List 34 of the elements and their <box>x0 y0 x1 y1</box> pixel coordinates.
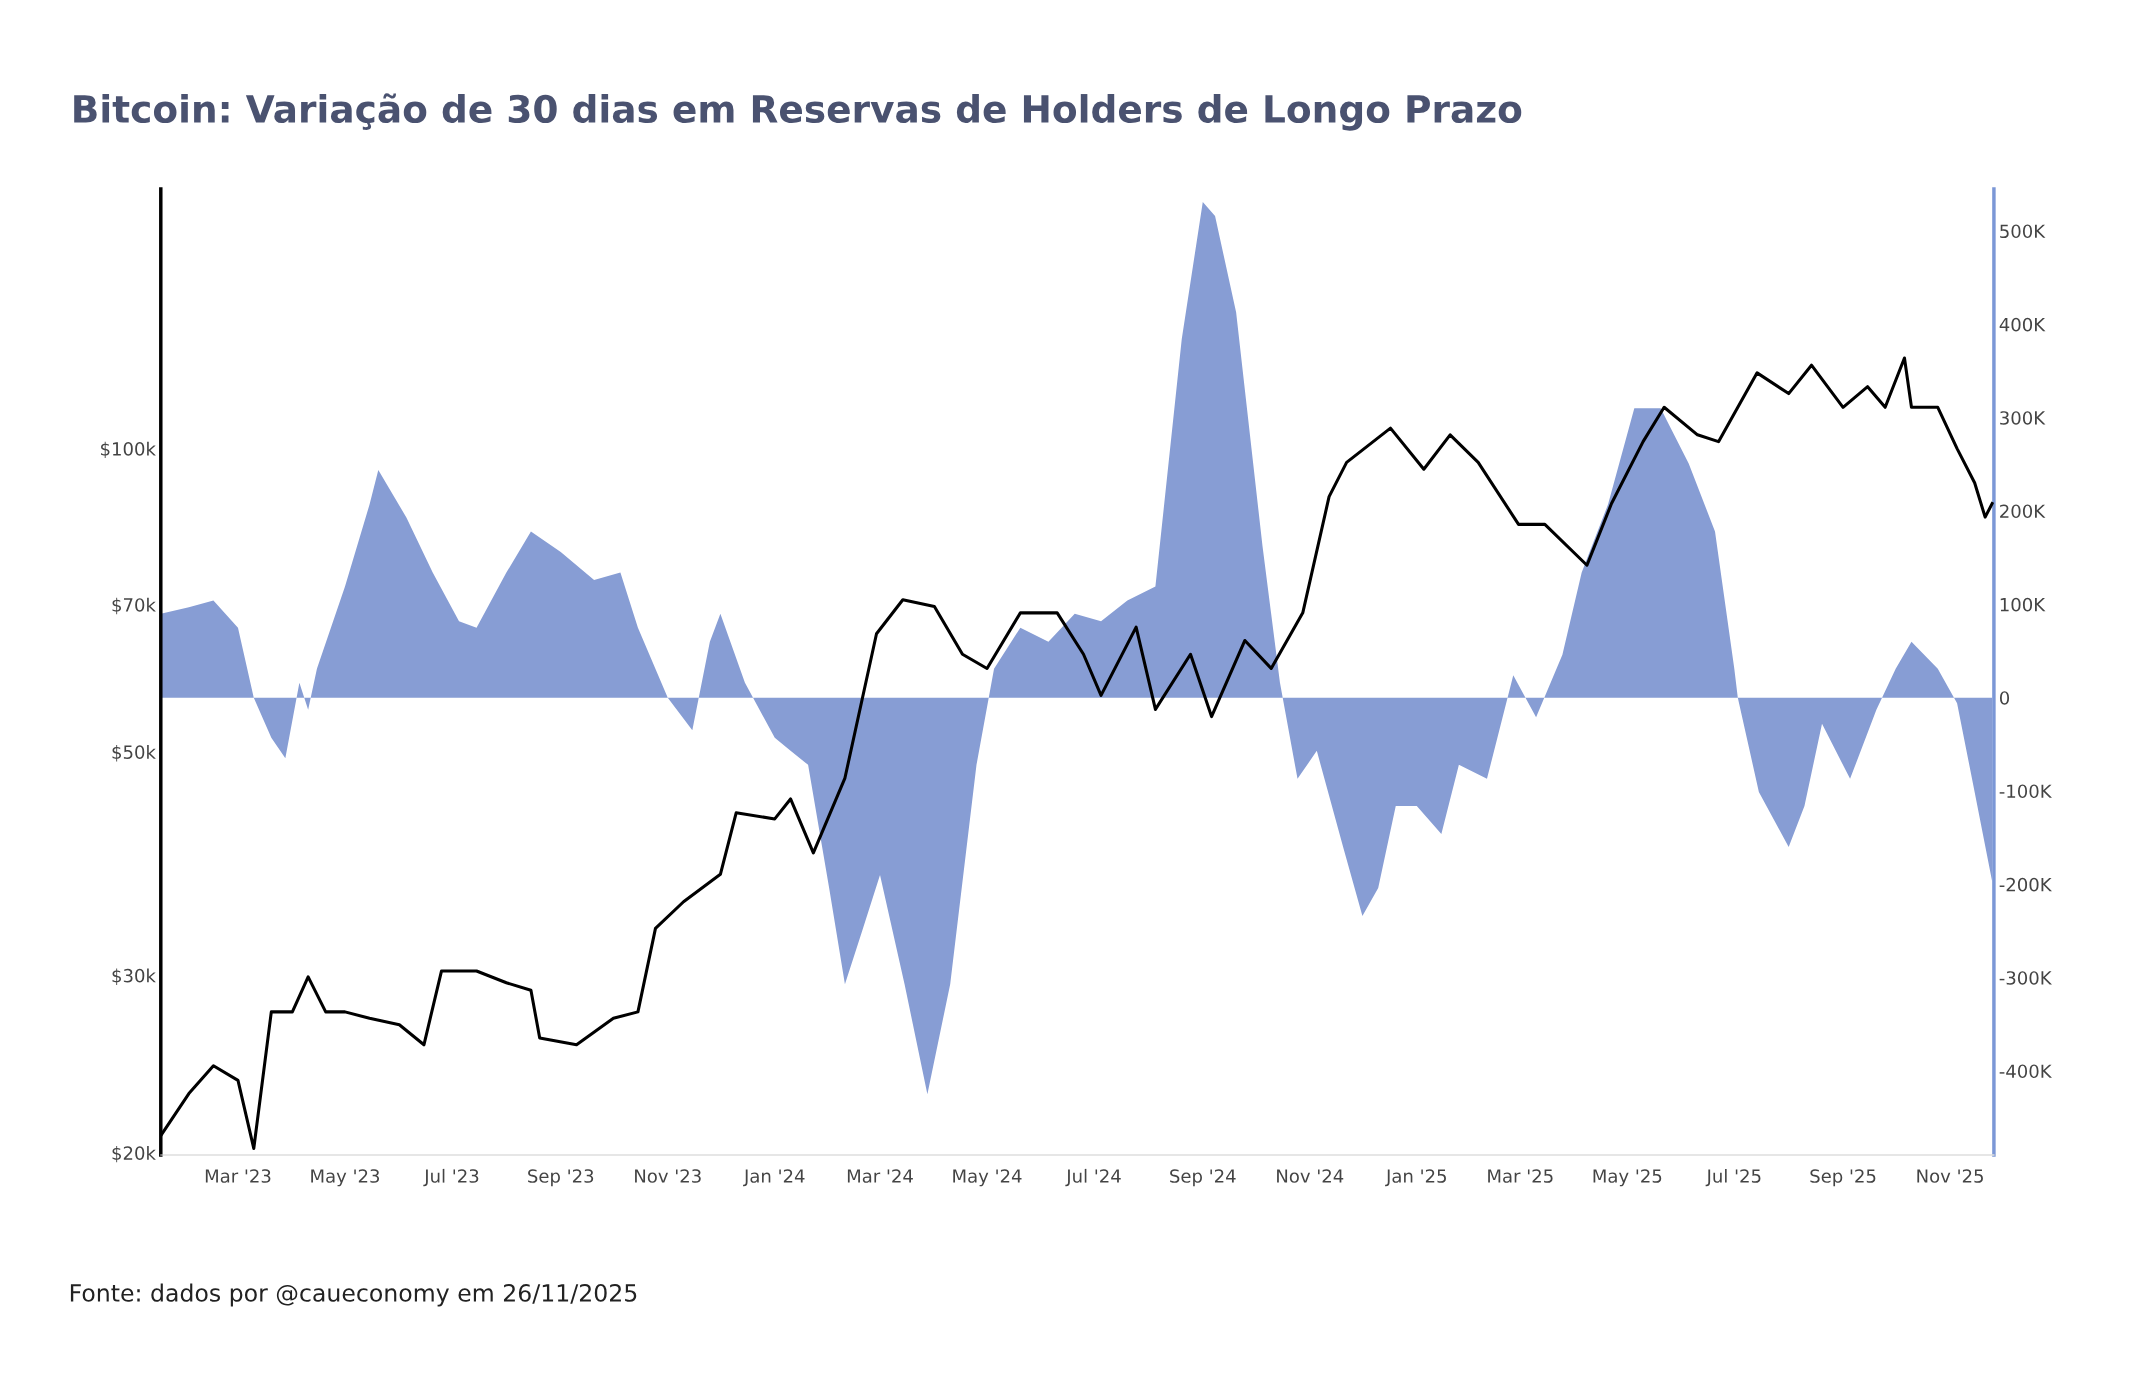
y2-tick-label: 200K <box>2000 504 2046 519</box>
y-tick-label: $20k <box>112 1145 156 1163</box>
y2-tick-label: 400K <box>1999 317 2046 332</box>
y2-tick-label: 100K <box>2000 597 2046 612</box>
x-tick-label: Mar '24 <box>847 1169 913 1183</box>
y2-tick-label: -200K <box>1999 877 2052 892</box>
x-tick-label: May '23 <box>311 1169 380 1187</box>
x-tick-label: Jan '24 <box>743 1169 805 1187</box>
y-tick-label: $100k <box>101 441 156 459</box>
y2-tick-label: -400K <box>1999 1064 2052 1079</box>
x-tick-label: Sep '25 <box>1810 1169 1876 1187</box>
x-tick-label: Jul '23 <box>423 1168 479 1187</box>
source-note: Fonte: dados por @caueconomy em 26/11/2025 <box>70 1283 637 1307</box>
x-tick-label: Nov '25 <box>1917 1169 1983 1183</box>
y-tick-label: $70k <box>112 597 156 615</box>
x-tick-label: Jul '25 <box>1705 1168 1761 1187</box>
x-tick-label: Nov '23 <box>635 1169 701 1183</box>
y2-tick-label: -300K <box>1999 971 2052 985</box>
y-tick-label: $30k <box>112 968 156 985</box>
y-tick-label: $50k <box>112 745 156 762</box>
x-tick-label: Mar '23 <box>205 1169 271 1183</box>
x-tick-label: Jan '25 <box>1385 1169 1446 1187</box>
x-tick-label: Mar '25 <box>1488 1169 1553 1183</box>
x-tick-label: Sep '23 <box>528 1169 594 1187</box>
y2-tick-label: -100K <box>1999 784 2052 799</box>
x-tick-label: May '24 <box>953 1169 1022 1187</box>
x-tick-label: Jul '24 <box>1065 1168 1121 1187</box>
y2-tick-label: 300K <box>2000 411 2046 425</box>
chart-title: Bitcoin: Variação de 30 dias em Reservas de Holders de Longo Prazo <box>74 93 1522 131</box>
x-tick-label: May '25 <box>1593 1169 1662 1187</box>
x-tick-label: Sep '24 <box>1170 1169 1236 1187</box>
y2-tick-label: 0 <box>1999 691 2010 705</box>
x-tick-label: Nov '24 <box>1277 1169 1344 1183</box>
y2-tick-label: 500K <box>2000 224 2046 239</box>
